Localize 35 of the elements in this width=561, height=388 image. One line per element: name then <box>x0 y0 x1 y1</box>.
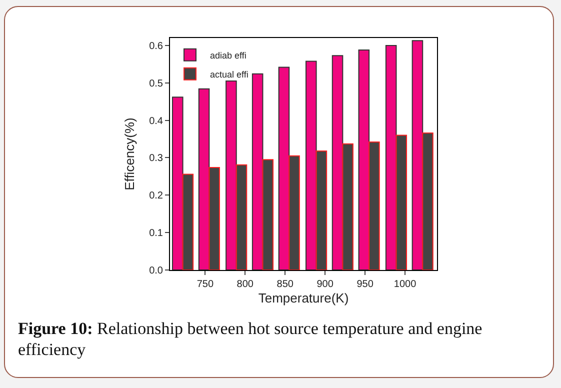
bar <box>412 40 424 270</box>
bar <box>198 88 210 270</box>
y-tick-label: 0.0 <box>149 266 164 276</box>
bar <box>182 174 194 270</box>
bar <box>385 44 397 270</box>
y-tick-label: 0.5 <box>149 78 164 90</box>
bar <box>368 142 380 270</box>
x-tick-label: 950 <box>356 279 374 290</box>
y-axis-title: Efficency(%) <box>122 118 137 190</box>
caption: Figure 10: Relationship between hot source temperature and engine efficiency <box>18 319 482 359</box>
x-tick-label: 800 <box>236 279 254 290</box>
bar <box>226 80 237 270</box>
bar <box>208 166 220 270</box>
bar <box>342 143 354 270</box>
legend-label: adiab effi <box>210 50 246 60</box>
x-tick-label: 850 <box>276 279 294 290</box>
x-axis-title: Temperature(K) <box>258 290 349 306</box>
y-tick-label: 0.6 <box>149 40 164 52</box>
bar <box>332 55 344 270</box>
bar <box>262 159 274 270</box>
bar <box>278 66 290 270</box>
x-tick-label: 900 <box>316 279 334 290</box>
bar <box>306 60 317 270</box>
bar <box>172 96 184 270</box>
legend-label: actual effi <box>210 69 248 80</box>
y-tick-label: 0.2 <box>149 190 164 202</box>
x-tick-label: 750 <box>196 279 214 290</box>
bar <box>252 73 264 270</box>
y-tick-label: 0.1 <box>149 228 164 240</box>
y-tick-label: 0.4 <box>149 116 164 127</box>
bar <box>422 132 434 270</box>
y-tick-label: 0.3 <box>149 153 164 164</box>
x-tick-label: 1000 <box>394 279 417 290</box>
bar <box>358 49 370 270</box>
bar <box>288 155 300 270</box>
